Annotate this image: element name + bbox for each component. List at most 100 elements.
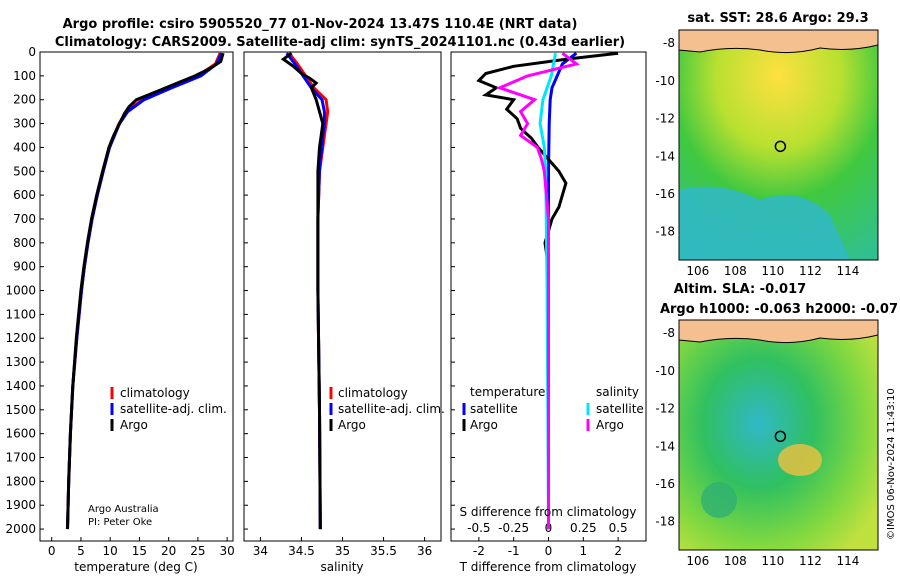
lon-tick-label: 112 <box>799 554 822 568</box>
y-tick-label: 400 <box>13 140 36 154</box>
series-argo <box>280 51 325 530</box>
x-tick-label: 10 <box>103 544 118 558</box>
legend-tsat-label: satellite <box>470 402 518 416</box>
sla-land <box>678 319 879 344</box>
x-tick-label: 25 <box>190 544 205 558</box>
y-tick-label: 300 <box>13 117 36 131</box>
difference-lines <box>451 51 619 530</box>
lon-tick-label: 108 <box>724 554 747 568</box>
temperature-tick-labels: 0 5 10 15 20 25 30 <box>48 537 235 558</box>
x-tick-label: 35.5 <box>370 544 397 558</box>
sla-map-frame <box>678 319 879 551</box>
y-tick-label: 1000 <box>5 284 36 298</box>
s-tick-label: 0.25 <box>570 521 597 535</box>
y-tick-label: 600 <box>13 188 36 202</box>
sla-low-eddy <box>701 482 737 518</box>
lat-tick-label: -12 <box>655 112 675 126</box>
y-tick-label: 200 <box>13 93 36 107</box>
x-tick-label: 1 <box>580 544 588 558</box>
y-tick-label: 100 <box>13 69 36 83</box>
x-tick-label: 35 <box>335 544 350 558</box>
legend-sargo-label: Argo <box>596 418 624 432</box>
lon-tick-label: 112 <box>799 264 822 278</box>
sla-map: Altim. SLA: -0.017 Argo h1000: -0.063 h2… <box>655 282 898 568</box>
tdiff-xlabel: T difference from climatology <box>459 560 637 574</box>
x-tick-label: 36 <box>417 544 432 558</box>
sla-map-title2: Argo h1000: -0.063 h2000: -0.07 <box>660 302 898 317</box>
y-tick-label: 1400 <box>5 379 36 393</box>
x-tick-label: 34.5 <box>288 544 315 558</box>
series-argo <box>66 52 225 530</box>
lat-tick-label: -10 <box>655 74 675 88</box>
watermark: ©IMOS 06-Nov-2024 11:43:10 <box>886 388 897 540</box>
temperature-panel: 0100200300400500600700800900100011001200… <box>5 45 234 574</box>
sla-argo-marker <box>774 430 787 443</box>
x-tick-label: 0 <box>48 544 56 558</box>
sla-map-title1: Altim. SLA: -0.017 <box>674 282 806 297</box>
salinity-axes-frame <box>243 51 442 542</box>
series-climatology <box>66 52 222 530</box>
x-tick-label: -1 <box>508 544 520 558</box>
lon-tick-label: 110 <box>761 264 784 278</box>
y-tick-label: 700 <box>13 212 36 226</box>
legend-argo-label: Argo <box>120 418 148 432</box>
sst-argo-marker <box>774 140 787 153</box>
lon-tick-label: 108 <box>724 264 747 278</box>
x-tick-label: 20 <box>161 544 176 558</box>
series-temperature-satellite <box>547 52 578 530</box>
sla-high-patch <box>778 444 822 476</box>
difference-legend: temperature salinity satellite Argo sate… <box>462 385 644 432</box>
y-tick-label: 1800 <box>5 474 36 488</box>
depth-tick-labels: 0 100 200 300 400 500 600 700 800 900 1000 1100 1200… <box>5 45 44 536</box>
title-line2: Climatology: CARS2009. Satellite-adj cli… <box>55 35 625 50</box>
y-tick-label: 1700 <box>5 451 36 465</box>
s-tick-label: -0.25 <box>498 521 529 535</box>
y-tick-label: 1500 <box>5 403 36 417</box>
temperature-legend: climatology satellite-adj. clim. Argo <box>110 386 227 432</box>
temperature-xlabel: temperature (deg C) <box>74 560 197 574</box>
lat-tick-label: -14 <box>655 149 675 163</box>
lat-tick-label: -14 <box>655 439 675 453</box>
x-tick-label: 34 <box>253 544 268 558</box>
y-tick-label: 1600 <box>5 427 36 441</box>
tdiff-tick-labels: -2 -1 0 1 2 <box>473 537 622 558</box>
salinity-lines <box>244 51 330 530</box>
temperature-axes-frame <box>39 51 234 542</box>
y-tick-label: 2000 <box>5 522 36 536</box>
y-tick-label: 800 <box>13 236 36 250</box>
sst-map: sat. SST: 28.6 Argo: 29.3 106 108 110 112 11… <box>655 11 879 278</box>
sst-blue-patch <box>679 186 850 260</box>
legend-satellite-label: satellite-adj. clim. <box>338 402 445 416</box>
y-tick-label: 1300 <box>5 355 36 369</box>
sla-field <box>679 320 878 550</box>
sst-map-frame <box>678 29 879 261</box>
lon-tick-label: 106 <box>686 264 709 278</box>
s-tick-label: -0.5 <box>467 521 490 535</box>
lat-tick-label: -8 <box>663 326 675 340</box>
legend-temp-head: temperature <box>470 385 545 399</box>
difference-panel: -2 -1 0 1 2 -0.5 -0.25 0 0.25 0.5 S difference f… <box>450 51 647 574</box>
lon-tick-label: 114 <box>837 264 860 278</box>
legend-sal-head: salinity <box>596 385 639 399</box>
x-tick-label: -2 <box>473 544 485 558</box>
lat-tick-label: -8 <box>663 36 675 50</box>
lon-tick-label: 106 <box>686 554 709 568</box>
legend-ssat-label: satellite <box>596 402 644 416</box>
sdiff-label: S difference from climatology <box>460 505 637 519</box>
series-satellite-adj-clim- <box>66 52 223 530</box>
y-tick-label: 1100 <box>5 307 36 321</box>
legend-argo-label: Argo <box>338 418 366 432</box>
x-tick-label: 15 <box>132 544 147 558</box>
legend-climatology-label: climatology <box>338 386 408 400</box>
lat-tick-label: -16 <box>655 187 675 201</box>
sst-map-title: sat. SST: 28.6 Argo: 29.3 <box>687 11 868 26</box>
title-line1: Argo profile: csiro 5905520_77 01-Nov-20… <box>63 17 578 32</box>
y-tick-label: 500 <box>13 164 36 178</box>
credit-org: Argo Australia <box>88 504 159 515</box>
legend-targo-label: Argo <box>470 418 498 432</box>
lat-tick-label: -16 <box>655 477 675 491</box>
legend-satellite-label: satellite-adj. clim. <box>120 402 227 416</box>
lon-tick-label: 110 <box>761 554 784 568</box>
salinity-legend: climatology satellite-adj. clim. Argo <box>329 386 445 432</box>
